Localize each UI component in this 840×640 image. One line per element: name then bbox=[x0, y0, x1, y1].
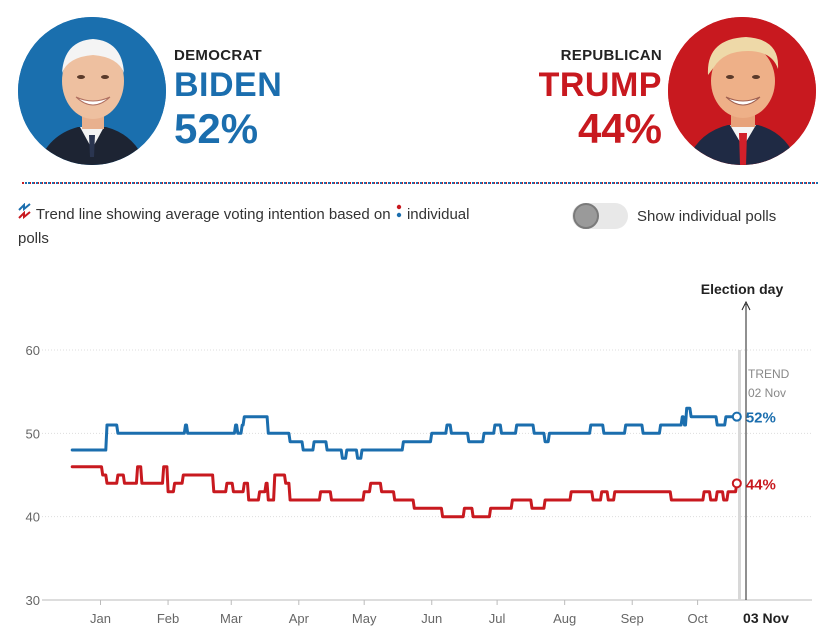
election-tick-label: 03 Nov bbox=[743, 610, 789, 626]
x-tick-label: Feb bbox=[157, 611, 179, 626]
biden-portrait-image bbox=[18, 17, 166, 165]
series-end-point-trump bbox=[731, 478, 742, 489]
y-tick-label: 50 bbox=[26, 426, 40, 441]
y-tick-label: 60 bbox=[26, 343, 40, 358]
trend-date-label: 02 Nov bbox=[748, 386, 786, 400]
legend-text: Trend line showing average voting intent… bbox=[35, 206, 391, 223]
toggle-knob[interactable] bbox=[573, 203, 599, 229]
x-tick-label: Oct bbox=[687, 611, 708, 626]
header-divider bbox=[22, 182, 818, 184]
y-tick-label: 30 bbox=[26, 593, 40, 608]
trump-name: TRUMP bbox=[538, 66, 662, 104]
trend-label: TREND bbox=[748, 367, 790, 381]
x-tick-label: Jun bbox=[421, 611, 442, 626]
x-tick-label: Aug bbox=[553, 611, 576, 626]
show-polls-toggle[interactable] bbox=[572, 203, 628, 229]
show-polls-toggle-group: Show individual polls bbox=[572, 202, 776, 230]
grid-layer: 30 40 50 60 bbox=[26, 343, 812, 608]
trump-portrait bbox=[668, 17, 816, 165]
election-day-label: Election day bbox=[701, 281, 784, 297]
y-tick-label: 40 bbox=[26, 510, 40, 525]
biden-name: BIDEN bbox=[174, 66, 283, 104]
biden-portrait bbox=[18, 17, 166, 165]
x-tick-label: May bbox=[352, 611, 377, 626]
x-axis-ticks: Jan Feb Mar Apr May Jun Jul Aug Sep Oct bbox=[90, 600, 708, 626]
x-tick-label: Sep bbox=[621, 611, 644, 626]
series-end-label-biden: 52% bbox=[746, 410, 776, 427]
trend-end-marker bbox=[738, 350, 741, 600]
poll-dots-icon bbox=[395, 203, 403, 227]
x-tick-label: Mar bbox=[220, 611, 243, 626]
x-tick-label: Apr bbox=[289, 611, 310, 626]
x-tick-label: Jul bbox=[489, 611, 506, 626]
series-line-biden bbox=[70, 406, 739, 460]
x-tick-label: Jan bbox=[90, 611, 111, 626]
election-marker: Election day TREND 02 Nov 03 Nov bbox=[701, 281, 790, 626]
republican-party-label: REPUBLICAN bbox=[560, 47, 662, 64]
chart-legend: Trend line showing average voting intent… bbox=[18, 202, 538, 251]
trump-portrait-image bbox=[668, 17, 816, 165]
series-line-trump bbox=[70, 465, 739, 519]
trend-line-icon bbox=[18, 202, 32, 227]
trump-percentage: 44% bbox=[577, 105, 662, 152]
biden-percentage: 52% bbox=[174, 105, 259, 152]
show-polls-label: Show individual polls bbox=[637, 207, 777, 225]
legend-text-wrap: polls bbox=[18, 230, 49, 248]
series-end-label-trump: 44% bbox=[746, 476, 776, 493]
header: DEMOCRAT BIDEN 52% REPUBLICAN TRUMP 44% bbox=[0, 0, 840, 180]
democrat-party-label: DEMOCRAT bbox=[174, 47, 262, 64]
election-arrow-icon bbox=[741, 300, 751, 311]
series-end-point-biden bbox=[731, 411, 742, 422]
series-layer: 52% 44% bbox=[70, 406, 776, 519]
legend-text-after: individual bbox=[406, 206, 470, 223]
polling-chart: 30 40 50 60 Jan Feb Mar Apr May Jun Jul Aug Sep Oct … bbox=[0, 270, 840, 640]
